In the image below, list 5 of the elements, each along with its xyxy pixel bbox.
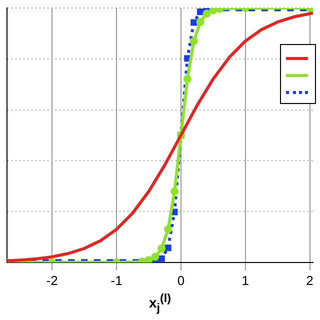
x-tick-label: 1 <box>242 272 249 288</box>
x-tick-label: -2 <box>46 272 58 288</box>
x-tick-label: -1 <box>110 272 122 288</box>
x-tick-label: 2 <box>306 272 314 288</box>
x-tick-label: 0 <box>177 272 185 288</box>
